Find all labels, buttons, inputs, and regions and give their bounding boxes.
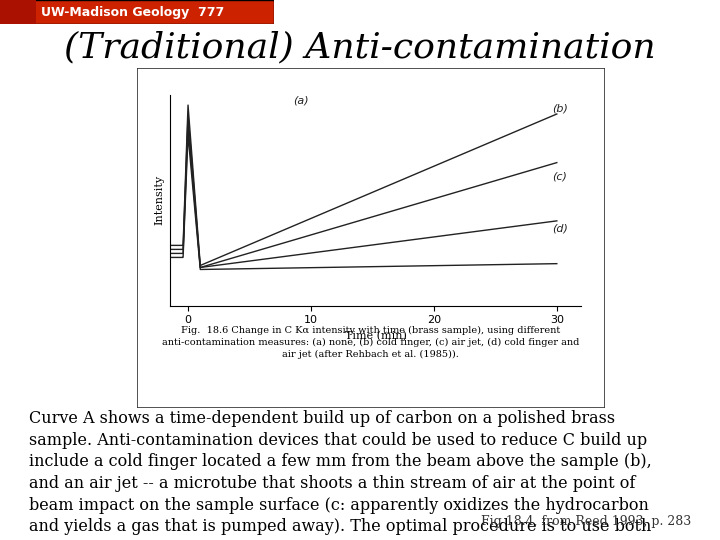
Text: (c): (c) [552, 171, 567, 181]
Y-axis label: Intensity: Intensity [154, 175, 164, 225]
Text: (d): (d) [552, 224, 569, 234]
FancyBboxPatch shape [0, 0, 274, 24]
Text: Curve A shows a time-dependent build up of carbon on a polished brass
sample. An: Curve A shows a time-dependent build up … [29, 410, 652, 540]
Text: UW-Madison Geology  777: UW-Madison Geology 777 [41, 5, 225, 19]
X-axis label: Time (min): Time (min) [345, 331, 406, 341]
Bar [0, 0, 35, 24]
Text: (a): (a) [293, 95, 309, 105]
Text: Fig.  18.6 Change in C Kα intensity with time (brass sample), using different
an: Fig. 18.6 Change in C Kα intensity with … [162, 326, 580, 359]
Text: (Traditional) Anti-contamination: (Traditional) Anti-contamination [64, 30, 656, 64]
Text: (b): (b) [552, 104, 569, 113]
Text: Fig 18.4, from Reed 1993, p. 283: Fig 18.4, from Reed 1993, p. 283 [481, 515, 691, 528]
